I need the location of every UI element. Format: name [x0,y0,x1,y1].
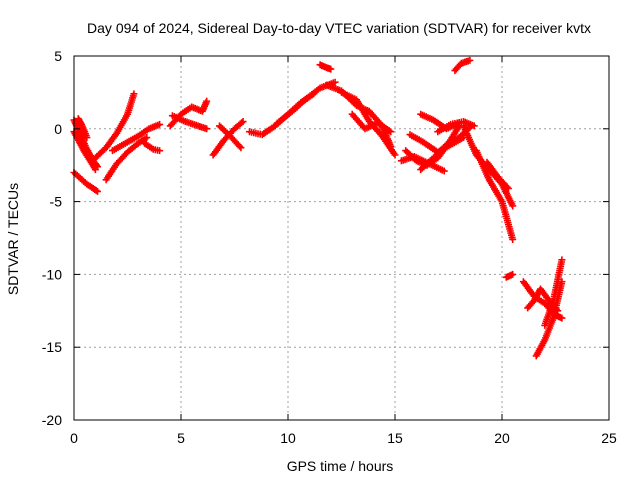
chart-title: Day 094 of 2024, Sidereal Day-to-day VTE… [87,20,591,36]
data-track [102,134,151,184]
data-track [451,56,474,75]
data-track [502,270,517,281]
x-tick-label: 15 [387,430,403,446]
y-tick-label: 5 [54,48,62,64]
data-point-markers [472,147,517,243]
data-track [434,118,478,136]
y-tick-label: -20 [42,412,62,428]
data-track [141,139,164,155]
x-tick-label: 0 [70,430,78,446]
data-track [348,110,395,136]
data-point-markers [316,61,335,73]
data-point-markers [397,153,448,175]
data-track [532,278,566,360]
data-track [168,112,211,133]
y-tick-label: -10 [42,266,62,282]
x-axis-label: GPS time / hours [287,458,394,474]
data-point-markers [70,116,102,171]
data-point-markers [141,139,164,155]
grid [74,56,609,420]
data-point-markers [102,134,151,184]
data-track [316,61,335,73]
data-track [541,256,566,329]
data-point-markers [541,256,566,329]
data-point-markers [532,278,566,360]
data-point-markers [109,120,164,155]
data-track [109,120,164,155]
axis-ticks [73,55,610,421]
data-point-markers [502,270,517,281]
data-point-markers [451,56,474,75]
data-point-markers [74,115,91,142]
data-track [483,158,512,192]
data-point-markers [216,122,245,152]
data-point-markers [348,110,395,136]
data-track [397,153,448,175]
plot-frame [73,55,610,421]
data-point-markers [209,118,247,159]
data-point-markers [168,112,211,133]
data-point-markers [483,158,512,192]
y-tick-label: 0 [54,121,62,137]
data-track [70,169,102,195]
y-tick-label: -15 [42,339,62,355]
axis-tick-labels: 0 5 10 15 20 25 5 0 -5 -10 -15 -20 [42,48,617,446]
data-track [209,118,247,159]
data-track [74,115,91,142]
data-series [70,56,566,360]
y-tick-label: -5 [50,194,63,210]
x-tick-label: 20 [494,430,510,446]
y-axis-label: SDTVAR / TECUs [5,183,21,295]
data-track [70,116,102,171]
data-track [91,90,138,162]
x-tick-label: 5 [177,430,185,446]
data-point-markers [91,90,138,162]
data-track [216,122,245,152]
data-point-markers [70,169,102,195]
x-tick-label: 10 [280,430,296,446]
x-tick-label: 25 [601,430,617,446]
data-track [472,147,517,243]
data-point-markers [434,118,478,136]
